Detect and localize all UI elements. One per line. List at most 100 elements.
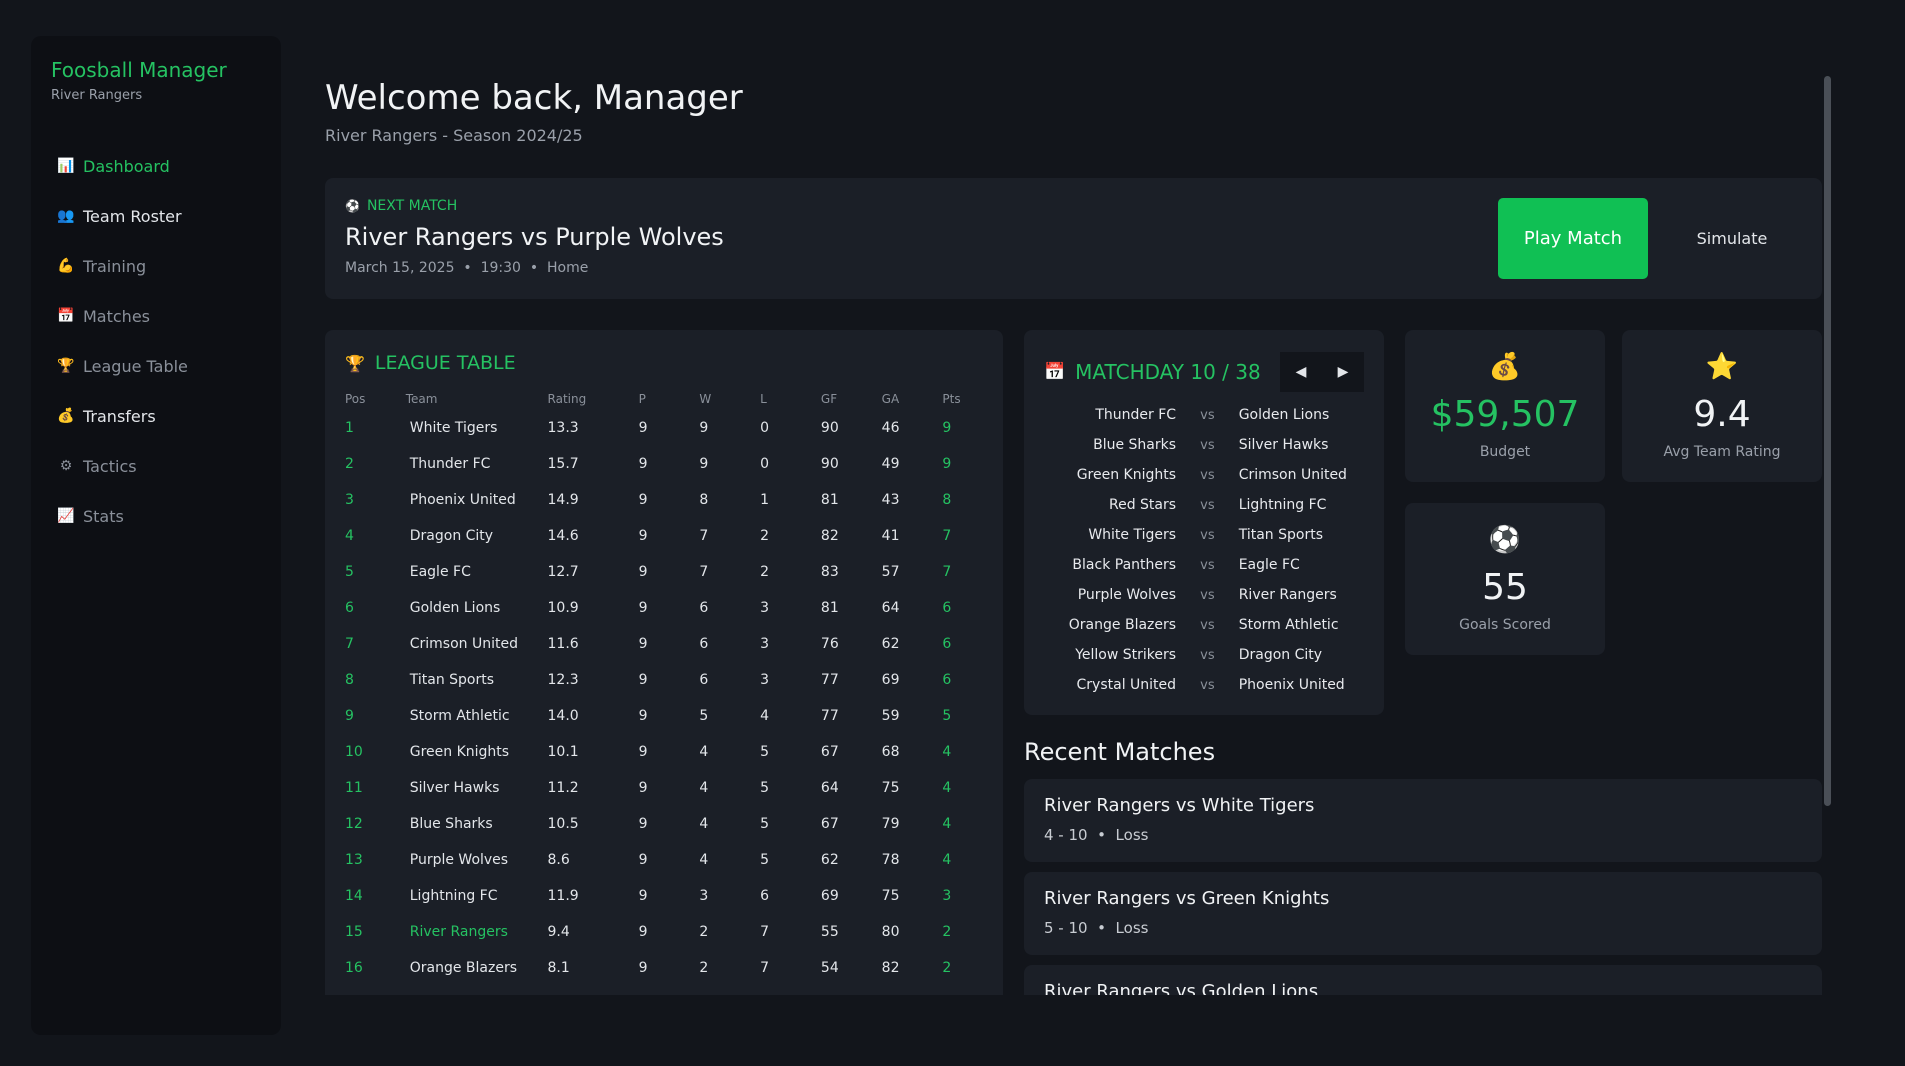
goals-value: 55 xyxy=(1482,567,1528,608)
cell-gf: 55 xyxy=(820,924,839,940)
cell-ga: 43 xyxy=(881,492,900,508)
cell-w: 8 xyxy=(699,492,709,508)
cell-pos: 11 xyxy=(345,780,363,796)
prev-matchday-button[interactable]: ◀ xyxy=(1280,352,1322,392)
cell-pos: 7 xyxy=(345,636,354,652)
next-matchday-button[interactable]: ▶ xyxy=(1322,352,1364,392)
cell-pts: 6 xyxy=(942,600,952,616)
cell-ga: 46 xyxy=(881,420,900,436)
fixture-away-team: Silver Hawks xyxy=(1238,437,1329,453)
table-row[interactable]: 9 Storm Athletic 14.0 9 5 4 77 59 5 xyxy=(345,698,983,734)
table-row[interactable]: 5 Eagle FC 12.7 9 7 2 83 57 7 xyxy=(345,554,983,590)
cell-gf: 69 xyxy=(820,888,839,904)
table-row[interactable]: 13 Purple Wolves 8.6 9 4 5 62 78 4 xyxy=(345,842,983,878)
cell-l: 3 xyxy=(760,672,770,688)
cell-rating: 14.9 xyxy=(547,492,579,508)
cell-l: 0 xyxy=(760,456,770,472)
fixture-vs: vs xyxy=(1200,557,1215,573)
cell-team: Green Knights xyxy=(409,744,510,760)
cell-rating: 13.3 xyxy=(547,420,579,436)
fixture-home-team: Thunder FC xyxy=(1095,407,1177,423)
rating-label: Avg Team Rating xyxy=(1663,444,1781,460)
recent-match-title: River Rangers vs Green Knights xyxy=(1044,888,1330,909)
fixture-away-team: Phoenix United xyxy=(1238,677,1345,693)
recent-match-item[interactable]: River Rangers vs White Tigers 4 - 10 • Lo… xyxy=(1024,779,1822,862)
fixture-row: Red Stars vs Lightning FC xyxy=(1044,490,1364,520)
star-icon: ⭐ xyxy=(1705,352,1739,382)
cell-gf: 83 xyxy=(820,564,839,580)
fixture-home-team: Red Stars xyxy=(1108,497,1177,513)
match-score: 5 - 10 xyxy=(1044,919,1088,937)
recent-match-item[interactable]: River Rangers vs Green Knights 5 - 10 • L… xyxy=(1024,872,1822,955)
cell-team: Dragon City xyxy=(409,528,494,544)
money-bag-icon: 💰 xyxy=(57,408,75,424)
cell-gf: 76 xyxy=(820,636,839,652)
cell-pos: 15 xyxy=(345,924,363,940)
match-date: March 15, 2025 xyxy=(345,260,455,276)
fixture-row: Purple Wolves vs River Rangers xyxy=(1044,580,1364,610)
cell-pts: 6 xyxy=(942,636,952,652)
table-row[interactable]: 1 White Tigers 13.3 9 9 0 90 46 9 xyxy=(345,410,983,446)
sidebar-item-stats[interactable]: 📈 Stats xyxy=(51,491,261,541)
cell-p: 9 xyxy=(638,564,648,580)
table-row[interactable]: 6 Golden Lions 10.9 9 6 3 81 64 6 xyxy=(345,590,983,626)
table-row[interactable]: 11 Silver Hawks 11.2 9 4 5 64 75 4 xyxy=(345,770,983,806)
cell-pos: 3 xyxy=(345,492,354,508)
col-header-l: L xyxy=(760,392,767,406)
table-row[interactable]: 8 Titan Sports 12.3 9 6 3 77 69 6 xyxy=(345,662,983,698)
sidebar-item-transfers[interactable]: 💰 Transfers xyxy=(51,391,261,441)
cell-rating: 11.2 xyxy=(547,780,579,796)
cell-l: 6 xyxy=(760,888,770,904)
play-match-button[interactable]: Play Match xyxy=(1498,198,1648,279)
recent-match-result: 5 - 10 • Loss xyxy=(1044,919,1802,937)
cell-l: 5 xyxy=(760,780,770,796)
sidebar-item-dashboard[interactable]: 📊 Dashboard xyxy=(51,141,261,191)
table-row[interactable]: 10 Green Knights 10.1 9 4 5 67 68 4 xyxy=(345,734,983,770)
cell-pos: 4 xyxy=(345,528,354,544)
simulate-button[interactable]: Simulate xyxy=(1662,198,1802,279)
match-score: 4 - 10 xyxy=(1044,826,1088,844)
cell-pts: 5 xyxy=(942,708,952,724)
sidebar-item-matches[interactable]: 📅 Matches xyxy=(51,291,261,341)
cell-l: 0 xyxy=(760,420,770,436)
sidebar-item-label: Stats xyxy=(83,506,124,526)
cell-ga: 79 xyxy=(881,816,900,832)
fixture-home-team: Orange Blazers xyxy=(1068,617,1177,633)
table-row[interactable]: 15 River Rangers 9.4 9 2 7 55 80 2 xyxy=(345,914,983,950)
cell-gf: 54 xyxy=(820,960,839,976)
cell-l: 7 xyxy=(760,924,770,940)
fixture-row: Black Panthers vs Eagle FC xyxy=(1044,550,1364,580)
table-row[interactable]: 2 Thunder FC 15.7 9 9 0 90 49 9 xyxy=(345,446,983,482)
cell-pos: 5 xyxy=(345,564,354,580)
separator-dot: • xyxy=(1097,826,1106,844)
cell-ga: 49 xyxy=(881,456,900,472)
cell-w: 7 xyxy=(699,564,709,580)
sidebar-item-tactics[interactable]: ⚙ Tactics xyxy=(51,441,261,491)
cell-gf: 62 xyxy=(820,852,839,868)
cell-pos: 10 xyxy=(345,744,363,760)
col-header-pts: Pts xyxy=(942,392,961,406)
sidebar-item-label: League Table xyxy=(83,356,188,376)
sidebar-item-training[interactable]: 💪 Training xyxy=(51,241,261,291)
cell-p: 9 xyxy=(638,600,648,616)
table-row[interactable]: 12 Blue Sharks 10.5 9 4 5 67 79 4 xyxy=(345,806,983,842)
scrollbar[interactable] xyxy=(1824,76,1831,806)
cell-ga: 62 xyxy=(881,636,900,652)
sidebar-item-team-roster[interactable]: 👥 Team Roster xyxy=(51,191,261,241)
cell-team: Titan Sports xyxy=(409,672,495,688)
cell-rating: 9.4 xyxy=(547,924,570,940)
budget-value: $59,507 xyxy=(1430,394,1580,435)
cell-ga: 41 xyxy=(881,528,900,544)
cell-w: 6 xyxy=(699,672,709,688)
league-table-title: 🏆 LEAGUE TABLE xyxy=(345,352,983,374)
fixture-vs: vs xyxy=(1200,407,1215,423)
table-row[interactable]: 7 Crimson United 11.6 9 6 3 76 62 6 xyxy=(345,626,983,662)
table-row[interactable]: 3 Phoenix United 14.9 9 8 1 81 43 8 xyxy=(345,482,983,518)
table-row[interactable]: 16 Orange Blazers 8.1 9 2 7 54 82 2 xyxy=(345,950,983,986)
recent-match-item[interactable]: River Rangers vs Golden Lions xyxy=(1024,965,1822,995)
table-row[interactable]: 4 Dragon City 14.6 9 7 2 82 41 7 xyxy=(345,518,983,554)
cell-team: Storm Athletic xyxy=(409,708,510,724)
sidebar-item-league-table[interactable]: 🏆 League Table xyxy=(51,341,261,391)
cell-p: 9 xyxy=(638,672,648,688)
table-row[interactable]: 14 Lightning FC 11.9 9 3 6 69 75 3 xyxy=(345,878,983,914)
